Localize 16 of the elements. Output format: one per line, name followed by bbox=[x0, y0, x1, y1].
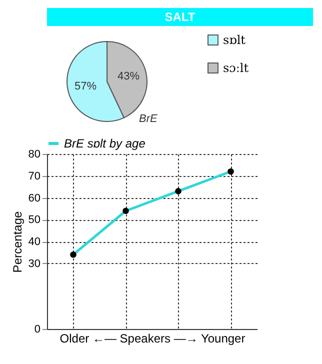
data-label: 57% bbox=[74, 80, 97, 92]
legend-label: sɒlt bbox=[223, 33, 246, 47]
y-tick-label: 30 bbox=[28, 258, 40, 270]
x-axis-title: Older ←— Speakers —→ Younger bbox=[60, 332, 246, 346]
y-axis-title: Percentage bbox=[10, 210, 24, 273]
y-tick-label: 0 bbox=[34, 324, 40, 336]
y-tick-label: 70 bbox=[28, 170, 40, 182]
text: BrE bbox=[139, 113, 158, 125]
legend-label: BrE sɒlt by age bbox=[64, 136, 146, 150]
y-tick-label: 40 bbox=[28, 236, 40, 248]
y-tick-label: 50 bbox=[28, 214, 40, 226]
y-tick-label: 60 bbox=[28, 192, 40, 204]
legend-label: sɔːlt bbox=[223, 61, 249, 75]
chart-title: SALT bbox=[164, 10, 196, 24]
data-label: 43% bbox=[117, 70, 140, 83]
y-tick-label: 80 bbox=[28, 148, 40, 160]
